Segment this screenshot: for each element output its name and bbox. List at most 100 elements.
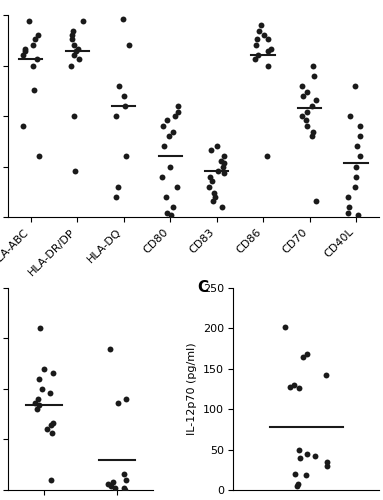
Point — [294, 482, 300, 490]
Point — [34, 56, 40, 64]
Point — [32, 399, 38, 407]
Point — [26, 17, 32, 25]
Point — [256, 27, 262, 35]
Point — [35, 31, 41, 39]
Point — [36, 401, 43, 409]
Point — [175, 102, 181, 110]
Point — [265, 36, 271, 44]
Point — [208, 146, 214, 154]
Point — [80, 17, 86, 25]
Point — [300, 92, 306, 100]
Point — [22, 48, 28, 56]
Point — [113, 193, 119, 201]
Point — [105, 480, 111, 488]
Point — [126, 42, 132, 50]
Point — [174, 183, 180, 191]
Point — [166, 132, 172, 140]
Point — [164, 116, 170, 124]
Point — [69, 27, 75, 35]
Point — [353, 172, 359, 180]
Point — [221, 152, 228, 160]
Point — [122, 486, 128, 494]
Point — [39, 385, 45, 393]
Point — [210, 197, 216, 205]
Point — [37, 324, 43, 332]
Point — [163, 193, 169, 201]
Point — [261, 31, 267, 39]
Point — [120, 15, 126, 23]
Point — [112, 484, 118, 492]
Point — [206, 183, 212, 191]
Point — [309, 102, 315, 110]
Point — [291, 381, 297, 389]
Point — [324, 462, 330, 469]
Point — [304, 450, 310, 458]
Point — [355, 211, 361, 219]
Point — [50, 369, 56, 377]
Point — [296, 384, 302, 392]
Point — [47, 389, 53, 397]
Point — [44, 426, 50, 434]
Point — [304, 350, 310, 358]
Point — [312, 452, 318, 460]
Point — [286, 382, 293, 390]
Point — [300, 352, 306, 360]
Point — [253, 42, 259, 50]
Point — [71, 52, 77, 60]
Point — [264, 152, 270, 160]
Point — [121, 484, 127, 492]
Point — [324, 458, 330, 466]
Point — [107, 344, 113, 352]
Point — [208, 176, 214, 184]
Point — [159, 172, 165, 180]
Point — [258, 21, 264, 29]
Y-axis label: IL-12p70 (pg/ml): IL-12p70 (pg/ml) — [187, 342, 197, 435]
Point — [108, 482, 114, 490]
Point — [123, 476, 129, 484]
Point — [345, 193, 351, 201]
Point — [41, 364, 47, 372]
Point — [218, 156, 224, 164]
Point — [303, 116, 309, 124]
Point — [20, 52, 26, 60]
Point — [20, 122, 26, 130]
Point — [295, 480, 301, 488]
Point — [303, 472, 309, 480]
Point — [73, 48, 79, 56]
Point — [219, 203, 225, 211]
Point — [211, 189, 217, 197]
Point — [32, 36, 38, 44]
Point — [310, 62, 316, 70]
Point — [76, 56, 82, 64]
Point — [215, 166, 221, 174]
Point — [122, 102, 128, 110]
Point — [51, 420, 57, 428]
Point — [297, 454, 303, 462]
Point — [160, 122, 167, 130]
Point — [220, 162, 226, 170]
Point — [300, 82, 306, 90]
Point — [304, 88, 310, 96]
Point — [71, 112, 77, 120]
Point — [115, 399, 121, 407]
Point — [352, 82, 358, 90]
Point — [35, 395, 41, 403]
Point — [254, 36, 260, 44]
Point — [304, 108, 310, 116]
Point — [121, 470, 127, 478]
Point — [353, 162, 359, 170]
Point — [347, 112, 353, 120]
Point — [212, 193, 218, 201]
Point — [47, 476, 54, 484]
Point — [175, 108, 181, 116]
Point — [123, 152, 129, 160]
Point — [322, 371, 329, 379]
Point — [357, 122, 363, 130]
Point — [170, 203, 176, 211]
Point — [75, 46, 81, 54]
Point — [110, 478, 116, 486]
Point — [207, 172, 213, 180]
Point — [72, 166, 78, 174]
Point — [313, 197, 319, 205]
Point — [255, 52, 261, 60]
